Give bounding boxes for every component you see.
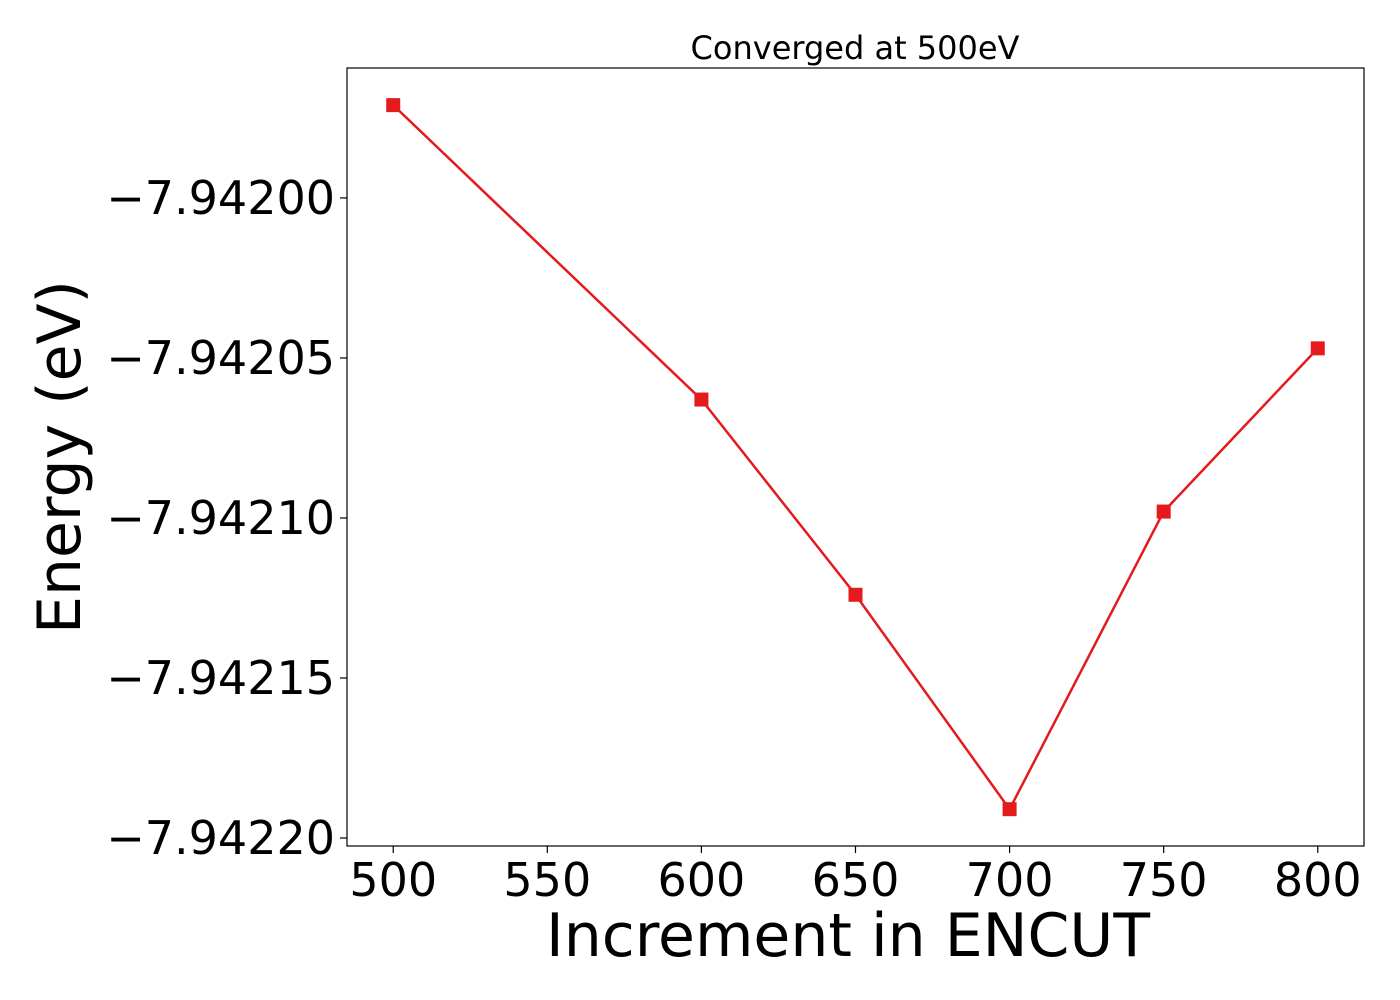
y-tick-label: −7.94205 bbox=[106, 331, 335, 385]
x-tick-label: 500 bbox=[349, 853, 437, 907]
line bbox=[392, 104, 1319, 812]
chart-title: Converged at 500eV bbox=[691, 29, 1020, 67]
x-axis-label: Increment in ENCUT bbox=[546, 901, 1150, 971]
marker bbox=[1310, 341, 1325, 356]
marker bbox=[848, 587, 863, 602]
marker bbox=[1156, 504, 1171, 519]
x-tick-label: 800 bbox=[1274, 853, 1362, 907]
x-tick-label: 550 bbox=[503, 853, 591, 907]
y-tick-label: −7.94215 bbox=[106, 651, 335, 705]
x-tick-label: 700 bbox=[966, 853, 1054, 907]
y-tick-label: −7.94220 bbox=[106, 811, 335, 865]
y-tick-label: −7.94210 bbox=[106, 491, 335, 545]
x-tick-label: 650 bbox=[812, 853, 900, 907]
marker bbox=[1002, 802, 1017, 817]
y-tick-label: −7.94200 bbox=[106, 171, 335, 225]
x-tick-label: 750 bbox=[1120, 853, 1208, 907]
y-axis-label: Energy (eV) bbox=[25, 280, 95, 634]
marker bbox=[694, 392, 709, 407]
marker bbox=[386, 98, 401, 113]
x-tick-label: 600 bbox=[658, 853, 746, 907]
